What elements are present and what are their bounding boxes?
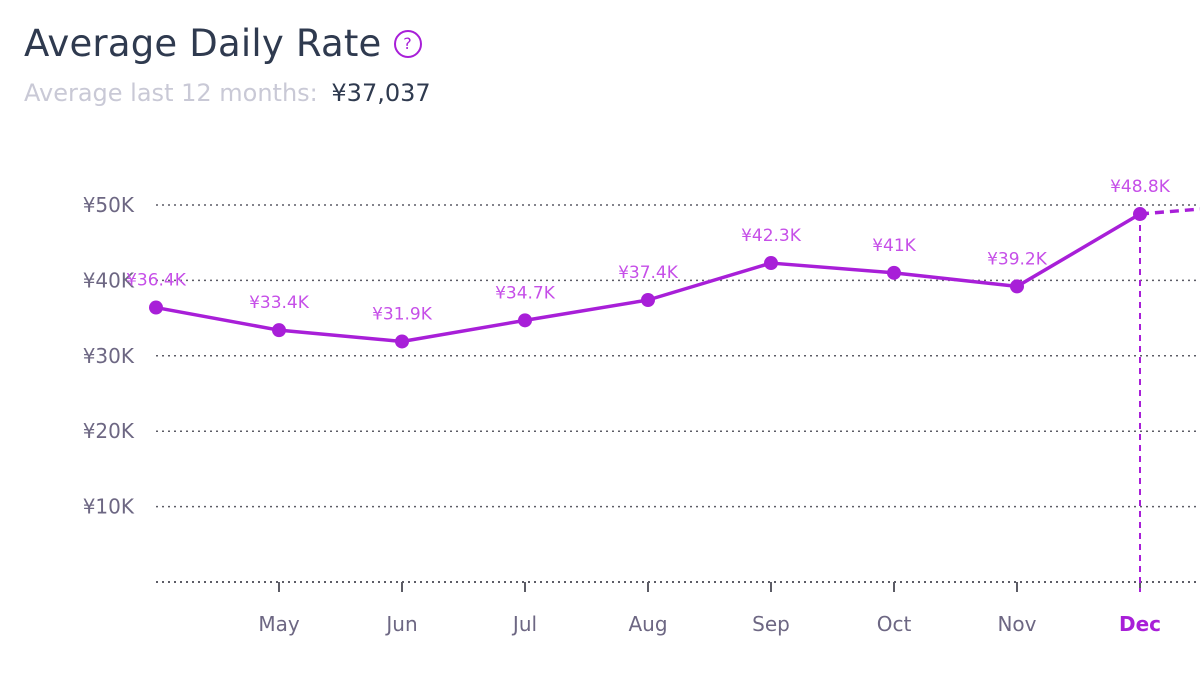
projection-line [1139,207,1200,216]
data-label: ¥39.2K [987,249,1048,269]
page-title: Average Daily Rate [24,22,382,65]
data-point [272,323,286,338]
data-label: ¥48.8K [1110,177,1171,197]
x-tick-label: Dec [1119,612,1161,636]
data-label: ¥41K [872,236,916,256]
data-label: ¥42.3K [741,226,802,246]
y-tick-label: ¥40K [83,268,135,292]
chart-header: Average Daily Rate ? Average last 12 mon… [24,22,431,107]
x-tick-label: Jun [384,612,417,636]
x-tick-label: Oct [877,612,912,636]
y-tick-label: ¥30K [83,344,135,368]
data-label: ¥34.7K [495,283,556,303]
data-point [518,313,532,328]
data-label: ¥36.4K [126,271,187,291]
subtitle: Average last 12 months: ¥37,037 [24,79,431,107]
data-point [149,300,163,315]
x-tick-label: Aug [628,612,667,636]
data-point [1133,207,1147,222]
y-tick-label: ¥10K [83,495,135,519]
x-tick-label: Sep [752,612,790,636]
subtitle-label: Average last 12 months: [24,79,318,107]
subtitle-value: ¥37,037 [331,79,431,107]
y-tick-label: ¥50K [83,193,135,217]
question-circle-icon[interactable]: ? [393,29,422,58]
data-label: ¥37.4K [618,263,679,283]
data-point [1010,279,1024,294]
x-tick-label: May [258,612,300,636]
data-label: ¥31.9K [372,304,433,324]
x-tick-label: Nov [997,612,1036,636]
title-row: Average Daily Rate ? [24,22,431,65]
data-label: ¥33.4K [249,293,310,313]
data-point [887,265,901,280]
data-point [641,293,655,308]
data-point [764,256,778,271]
x-tick-label: Jul [511,612,537,636]
y-tick-label: ¥20K [83,419,135,443]
data-point [395,334,409,349]
